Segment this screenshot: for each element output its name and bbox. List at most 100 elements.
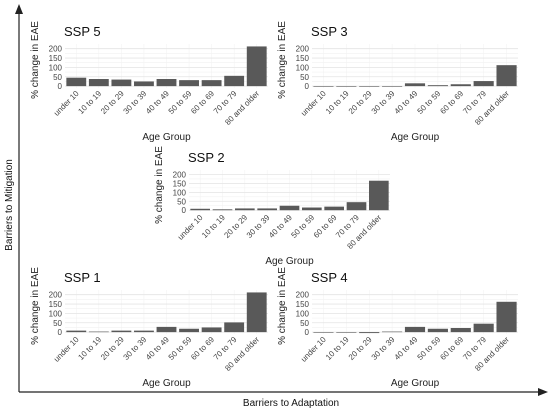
y-tick-label: 200 — [49, 45, 63, 54]
y-tick-label: 100 — [173, 188, 187, 197]
bar-3 — [359, 332, 380, 334]
x-tick-label: 50 to 59 — [167, 89, 194, 116]
x-tick-label: under 10 — [299, 89, 328, 118]
y-axis-label: % change in EAE — [277, 267, 288, 345]
bar-9 — [246, 292, 267, 333]
x-tick-label: 30 to 39 — [370, 89, 397, 116]
x-tick-label: 20 to 29 — [347, 89, 374, 116]
mitigation-axis-arrowhead — [15, 4, 23, 14]
bar-6 — [427, 328, 448, 333]
x-tick-label: 20 to 29 — [99, 335, 126, 362]
bar-4 — [134, 81, 154, 87]
y-tick-label: 200 — [49, 291, 63, 300]
y-tick-label: 150 — [173, 179, 187, 188]
bar-1 — [66, 330, 87, 333]
bar-1 — [313, 332, 334, 333]
mitigation-axis-label: Barriers to Mitigation — [4, 159, 15, 251]
bar-3 — [111, 79, 132, 87]
bar-4 — [134, 330, 154, 333]
x-tick-label: 30 to 39 — [370, 335, 397, 362]
adaptation-axis-label: Barriers to Adaptation — [243, 398, 339, 409]
adaptation-axis-arrowhead — [538, 388, 548, 396]
y-axis-label: % change in EAE — [154, 146, 165, 224]
x-tick-label: under 10 — [52, 89, 81, 118]
bar-8 — [473, 81, 494, 87]
y-axis-label: % change in EAE — [30, 267, 41, 345]
y-axis-label: % change in EAE — [30, 21, 41, 99]
x-tick-label: 40 to 49 — [267, 213, 294, 240]
bar-2 — [88, 79, 109, 87]
y-tick-label: 150 — [296, 54, 310, 63]
bar-4 — [382, 86, 403, 87]
x-tick-label: 40 to 49 — [144, 335, 171, 362]
y-tick-label: 0 — [58, 82, 63, 91]
x-tick-label: 60 to 69 — [438, 335, 465, 362]
y-tick-label: 0 — [305, 82, 310, 91]
bar-8 — [473, 323, 494, 333]
bar-4 — [257, 208, 277, 211]
x-tick-label: 10 to 19 — [76, 335, 103, 362]
bar-5 — [404, 326, 426, 333]
bar-6 — [302, 207, 322, 211]
x-axis-label: Age Group — [391, 378, 440, 389]
bar-4 — [382, 331, 403, 333]
bar-9 — [369, 180, 389, 211]
bar-8 — [346, 202, 367, 211]
panel-title: SSP 5 — [64, 24, 101, 39]
x-tick-label: 10 to 19 — [76, 89, 103, 116]
bar-2 — [336, 86, 357, 87]
x-tick-label: 30 to 39 — [122, 335, 149, 362]
y-tick-label: 150 — [49, 54, 63, 63]
x-tick-label: 40 to 49 — [144, 89, 171, 116]
x-tick-label: 30 to 39 — [245, 213, 272, 240]
x-tick-label: 60 to 69 — [189, 335, 216, 362]
y-tick-label: 150 — [49, 300, 63, 309]
y-tick-label: 50 — [53, 73, 62, 82]
x-tick-label: 20 to 29 — [99, 89, 126, 116]
y-tick-label: 200 — [173, 170, 187, 179]
bar-9 — [246, 46, 267, 87]
bar-1 — [313, 86, 334, 87]
panel-title: SSP 4 — [311, 270, 348, 285]
bar-7 — [450, 84, 471, 87]
bar-8 — [224, 322, 245, 333]
bar-6 — [179, 328, 199, 333]
y-tick-label: 100 — [296, 63, 310, 72]
bar-6 — [427, 85, 448, 87]
panel-title: SSP 1 — [64, 270, 101, 285]
x-tick-label: 50 to 59 — [289, 213, 316, 240]
y-tick-label: 100 — [49, 63, 63, 72]
x-tick-label: 30 to 39 — [122, 89, 149, 116]
x-tick-label: 40 to 49 — [393, 335, 420, 362]
x-tick-label: 10 to 19 — [200, 213, 227, 240]
y-tick-label: 0 — [58, 328, 63, 337]
x-tick-label: 20 to 29 — [347, 335, 374, 362]
bar-5 — [279, 205, 300, 211]
x-tick-label: 40 to 49 — [393, 89, 420, 116]
x-tick-label: 60 to 69 — [312, 213, 339, 240]
bar-9 — [496, 65, 517, 87]
panel-title: SSP 3 — [311, 24, 348, 39]
bar-3 — [111, 330, 132, 333]
x-tick-label: 50 to 59 — [167, 335, 194, 362]
x-tick-label: 10 to 19 — [324, 335, 351, 362]
bar-5 — [156, 79, 177, 87]
x-tick-label: 60 to 69 — [438, 89, 465, 116]
y-tick-label: 50 — [300, 73, 309, 82]
bar-7 — [450, 328, 471, 333]
bar-7 — [201, 327, 222, 333]
bar-2 — [88, 331, 109, 333]
bar-1 — [190, 208, 210, 211]
bar-2 — [212, 209, 233, 211]
y-tick-label: 200 — [296, 45, 310, 54]
bar-6 — [179, 80, 199, 87]
y-tick-label: 100 — [296, 309, 310, 318]
bar-8 — [224, 75, 245, 87]
y-tick-label: 200 — [296, 291, 310, 300]
